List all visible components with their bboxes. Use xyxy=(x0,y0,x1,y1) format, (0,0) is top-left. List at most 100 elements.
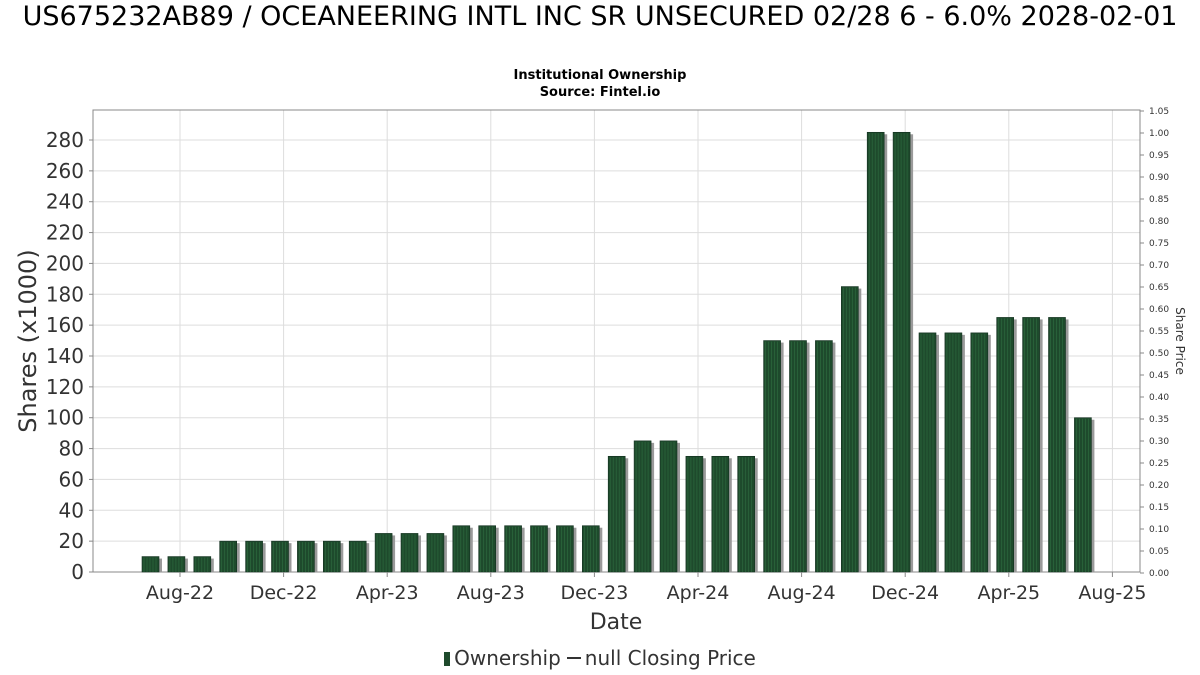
ownership-bar xyxy=(944,332,963,573)
y2-tick-label: 0.90 xyxy=(1149,173,1169,183)
ownership-bar xyxy=(970,332,989,573)
y-tick-label: 120 xyxy=(46,375,84,399)
y-tick-label: 180 xyxy=(46,282,84,306)
y-tick-label: 240 xyxy=(46,190,84,214)
x-tick-label: Aug-22 xyxy=(146,582,214,604)
ownership-bar xyxy=(633,440,652,573)
x-tick-label: Dec-23 xyxy=(560,582,628,604)
ownership-bar xyxy=(866,131,885,573)
x-tick-label: Apr-23 xyxy=(356,582,419,604)
x-tick-label: Dec-24 xyxy=(871,582,939,604)
y-tick-label: 0 xyxy=(71,560,84,584)
y2-tick-label: 0.10 xyxy=(1149,525,1169,535)
ownership-bar xyxy=(374,533,393,573)
legend-ownership-label: Ownership xyxy=(454,646,561,670)
y2-tick-label: 1.05 xyxy=(1149,107,1169,117)
y-tick-label: 80 xyxy=(59,437,84,461)
ownership-bar xyxy=(271,540,289,573)
ownership-bar xyxy=(996,317,1015,573)
ownership-bar xyxy=(245,540,263,573)
x-tick-label: Aug-25 xyxy=(1078,582,1146,604)
y2-tick-label: 0.60 xyxy=(1149,305,1169,315)
y-axis-label: Shares (x1000) xyxy=(14,249,42,432)
y2-tick-label: 0.45 xyxy=(1149,371,1169,381)
ownership-bar xyxy=(504,525,522,573)
y2-tick-label: 0.15 xyxy=(1149,503,1169,513)
ownership-bar xyxy=(737,455,756,573)
ownership-bar xyxy=(478,525,497,573)
y2-tick-label: 0.25 xyxy=(1149,459,1169,469)
y-tick-label: 220 xyxy=(46,221,84,245)
y2-tick-label: 0.70 xyxy=(1149,261,1169,271)
y-tick-label: 280 xyxy=(46,128,84,152)
y2-tick-label: 0.85 xyxy=(1149,195,1169,205)
y2-tick-label: 0.20 xyxy=(1149,481,1169,491)
y-tick-label: 160 xyxy=(46,313,84,337)
subtitle-institutional-ownership: Institutional Ownership xyxy=(513,68,687,83)
y2-tick-label: 0.50 xyxy=(1149,349,1169,359)
y-axis-left: 0 20 40 60 80 100 120 140 160 180 200 220 240 260 280 xyxy=(46,128,93,584)
y-tick-label: 140 xyxy=(46,344,84,368)
y-axis-right: 0.00 0.05 0.10 0.15 0.20 0.25 0.30 0.35 0.40 0.45… xyxy=(1140,107,1169,579)
y2-tick-label: 0.80 xyxy=(1149,217,1169,227)
y2-axis-label: Share Price xyxy=(1173,307,1187,375)
ownership-bar xyxy=(426,533,445,573)
y-tick-label: 260 xyxy=(46,159,84,183)
y2-tick-label: 0.00 xyxy=(1149,569,1169,579)
chart-title: US675232AB89 / OCEANEERING INTL INC SR U… xyxy=(22,1,1178,32)
y2-tick-label: 0.05 xyxy=(1149,547,1169,557)
ownership-bar xyxy=(1022,317,1040,573)
x-tick-label: Aug-23 xyxy=(457,582,525,604)
ownership-bar xyxy=(918,332,937,573)
x-tick-label: Dec-22 xyxy=(250,582,318,604)
ownership-bar xyxy=(1048,317,1066,573)
ownership-bar xyxy=(711,455,730,573)
y2-tick-label: 0.95 xyxy=(1149,151,1169,161)
price-legend-swatch xyxy=(566,657,581,659)
x-axis-label: Date xyxy=(590,610,643,635)
y2-tick-label: 0.65 xyxy=(1149,283,1169,293)
ownership-bar xyxy=(167,556,186,573)
y-tick-label: 20 xyxy=(59,529,84,553)
ownership-bar xyxy=(322,540,341,573)
ownership-bar xyxy=(141,556,160,573)
ownership-bar xyxy=(659,440,678,573)
y2-tick-label: 0.35 xyxy=(1149,415,1169,425)
y2-tick-label: 0.30 xyxy=(1149,437,1169,447)
ownership-legend-swatch xyxy=(444,652,451,666)
ownership-bar xyxy=(840,286,859,573)
y-tick-label: 60 xyxy=(59,467,84,491)
y2-tick-label: 0.40 xyxy=(1149,393,1169,403)
ownership-bar xyxy=(530,525,548,573)
ownership-bar xyxy=(685,455,704,573)
y2-tick-label: 1.00 xyxy=(1149,129,1169,139)
ownership-bar xyxy=(556,525,574,573)
ownership-bar xyxy=(892,131,911,573)
legend-price-label: null Closing Price xyxy=(584,646,756,670)
ownership-bar xyxy=(607,455,626,573)
ownership-bar xyxy=(400,533,419,573)
bars-group xyxy=(141,131,1095,573)
y-tick-label: 200 xyxy=(46,251,84,275)
ownership-bar xyxy=(348,540,367,573)
legend[interactable]: Ownership null Closing Price xyxy=(0,646,1200,670)
ownership-bar xyxy=(815,340,833,573)
y-tick-label: 40 xyxy=(59,498,84,522)
ownership-bar xyxy=(297,540,315,573)
x-tick-label: Apr-25 xyxy=(977,582,1040,604)
ownership-bar xyxy=(219,540,237,573)
ownership-bar xyxy=(789,340,807,573)
y-tick-label: 100 xyxy=(46,406,84,430)
ownership-bar xyxy=(452,525,471,573)
ownership-bar xyxy=(763,340,781,573)
ownership-bar xyxy=(1074,417,1092,573)
chart-subtitle: Institutional Ownership Source: Fintel.i… xyxy=(0,67,1200,101)
subtitle-source: Source: Fintel.io xyxy=(539,85,661,100)
y2-tick-label: 0.75 xyxy=(1149,239,1169,249)
ownership-bar xyxy=(581,525,600,573)
x-axis: Aug-22 Dec-22 Apr-23 Aug-23 Dec-23 Apr-24 Aug-… xyxy=(146,572,1146,604)
y2-tick-label: 0.55 xyxy=(1149,327,1169,337)
x-tick-label: Apr-24 xyxy=(667,582,730,604)
x-tick-label: Aug-24 xyxy=(768,582,836,604)
